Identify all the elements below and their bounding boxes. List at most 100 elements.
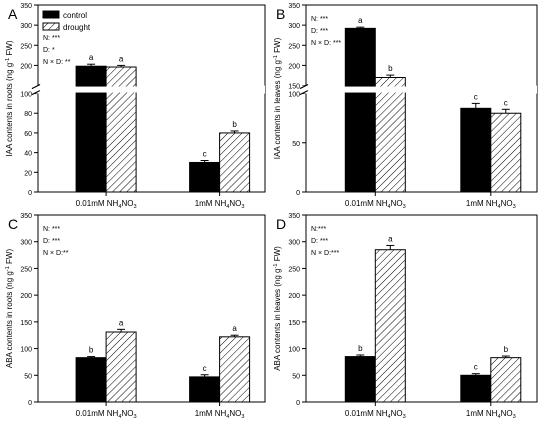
y-tick-label: 20 <box>24 170 32 177</box>
y-axis-label: IAA contents in roots (ng g-1 FW) <box>5 40 14 156</box>
bar-control <box>344 27 376 193</box>
y-tick-label: 250 <box>288 43 300 50</box>
legend-swatch-control <box>42 10 60 19</box>
significance-letter: c <box>504 98 508 107</box>
y-tick-label: 350 <box>288 213 300 220</box>
stats-text: N × D: *** <box>311 40 341 47</box>
y-tick-label: 300 <box>20 240 32 247</box>
y-tick-label: 100 <box>288 92 300 99</box>
bar-control <box>189 161 221 193</box>
bar-drought <box>374 249 406 403</box>
bar-drought <box>374 76 406 193</box>
y-tick-label: 50 <box>292 141 300 148</box>
y-tick-label: 350 <box>20 3 32 10</box>
y-tick-label: 50 <box>292 373 300 380</box>
y-axis-label: ABA contents in roots (ng g-1 FW) <box>5 249 14 369</box>
stats-text: D: * <box>43 47 55 54</box>
significance-letter: b <box>232 120 237 129</box>
y-tick-label: 350 <box>288 3 300 10</box>
y-tick-label: 80 <box>24 111 32 118</box>
plot-frame <box>37 4 266 193</box>
significance-letter: b <box>89 346 94 355</box>
y-tick-label: 100 <box>20 92 32 99</box>
y-axis-label: IAA contents in leaves (ng g-1 FW) <box>273 37 282 159</box>
bar-drought <box>490 112 522 193</box>
y-tick-label: 200 <box>20 293 32 300</box>
significance-letter: b <box>388 64 393 73</box>
significance-letter: a <box>388 234 393 243</box>
axis-break-mark <box>299 84 309 89</box>
chart-panel-D: 0 50 100 150 200 250 300 350 ABA contents in lea… <box>273 213 538 420</box>
bar-control <box>75 65 107 193</box>
panel-letter: A <box>8 6 18 22</box>
plot-frame <box>37 214 266 403</box>
y-tick-label: 40 <box>24 151 32 158</box>
plot-frame <box>305 4 538 193</box>
axis-break-mark <box>299 90 309 95</box>
x-tick-label: 1mM NH4NO3 <box>466 199 516 210</box>
stats-text: N: *** <box>311 16 328 23</box>
significance-letter: a <box>119 318 124 327</box>
stats-text: N × D:*** <box>311 250 339 257</box>
significance-letter: a <box>89 53 94 62</box>
significance-letter: c <box>203 364 207 373</box>
y-tick-label: 250 <box>20 43 32 50</box>
bar-drought <box>219 336 251 403</box>
y-tick-label: 0 <box>296 400 300 407</box>
y-tick-label: 250 <box>20 266 32 273</box>
bar-drought <box>105 331 137 403</box>
y-tick-label: 150 <box>288 84 300 91</box>
bar-control <box>189 376 221 403</box>
axis-break-gap <box>307 86 536 93</box>
y-tick-label: 0 <box>28 400 32 407</box>
y-tick-label: 300 <box>20 23 32 30</box>
panel-letter: D <box>276 216 286 232</box>
stats-text: D: *** <box>43 238 60 245</box>
stats-text: N × D:** <box>43 250 69 257</box>
stats-text: N:*** <box>311 226 326 233</box>
y-tick-label: 250 <box>288 266 300 273</box>
y-tick-label: 200 <box>20 63 32 70</box>
x-tick-label: 1mM NH4NO3 <box>195 409 245 420</box>
significance-letter: b <box>504 345 509 354</box>
y-axis-label: ABA contents in leaves (ng g-1 FW) <box>273 246 282 371</box>
y-tick-label: 100 <box>20 347 32 354</box>
significance-letter: c <box>474 363 478 372</box>
y-tick-label: 200 <box>288 293 300 300</box>
stats-text: N: *** <box>43 35 60 42</box>
stats-text: N: *** <box>43 226 60 233</box>
stats-text: D: *** <box>311 28 328 35</box>
legend-label-control: control <box>63 11 87 20</box>
x-tick-label: 0.01mM NH4NO3 <box>345 199 406 210</box>
axis-break-gap <box>39 86 264 93</box>
y-tick-label: 350 <box>20 213 32 220</box>
bar-drought <box>105 66 137 193</box>
significance-letter: c <box>203 149 207 158</box>
x-tick-label: 1mM NH4NO3 <box>466 409 516 420</box>
significance-letter: a <box>119 54 124 63</box>
panel-letter: C <box>8 216 18 232</box>
axis-break-mark <box>31 90 41 95</box>
y-tick-label: 100 <box>288 347 300 354</box>
stats-text: N × D: ** <box>43 59 71 66</box>
chart-panel-C: 0 50 100 150 200 250 300 350 ABA contents in roo… <box>5 213 266 420</box>
y-tick-label: 60 <box>24 131 32 138</box>
significance-letter: b <box>358 344 363 353</box>
y-tick-label: 0 <box>28 190 32 197</box>
axis-break-mark <box>31 84 41 89</box>
significance-letter: c <box>474 92 478 101</box>
bar-drought <box>490 357 522 403</box>
bar-control <box>460 374 492 403</box>
x-tick-label: 1mM NH4NO3 <box>195 199 245 210</box>
bar-drought <box>219 132 251 193</box>
y-tick-label: 200 <box>288 63 300 70</box>
bar-control <box>75 357 107 403</box>
y-tick-label: 150 <box>288 320 300 327</box>
legend-swatch-drought <box>42 22 60 31</box>
significance-letter: a <box>232 324 237 333</box>
y-tick-label: 150 <box>20 320 32 327</box>
x-tick-label: 0.01mM NH4NO3 <box>345 409 406 420</box>
legend-label-drought: drought <box>63 23 91 32</box>
x-tick-label: 0.01mM NH4NO3 <box>76 199 137 210</box>
bar-control <box>460 107 492 193</box>
